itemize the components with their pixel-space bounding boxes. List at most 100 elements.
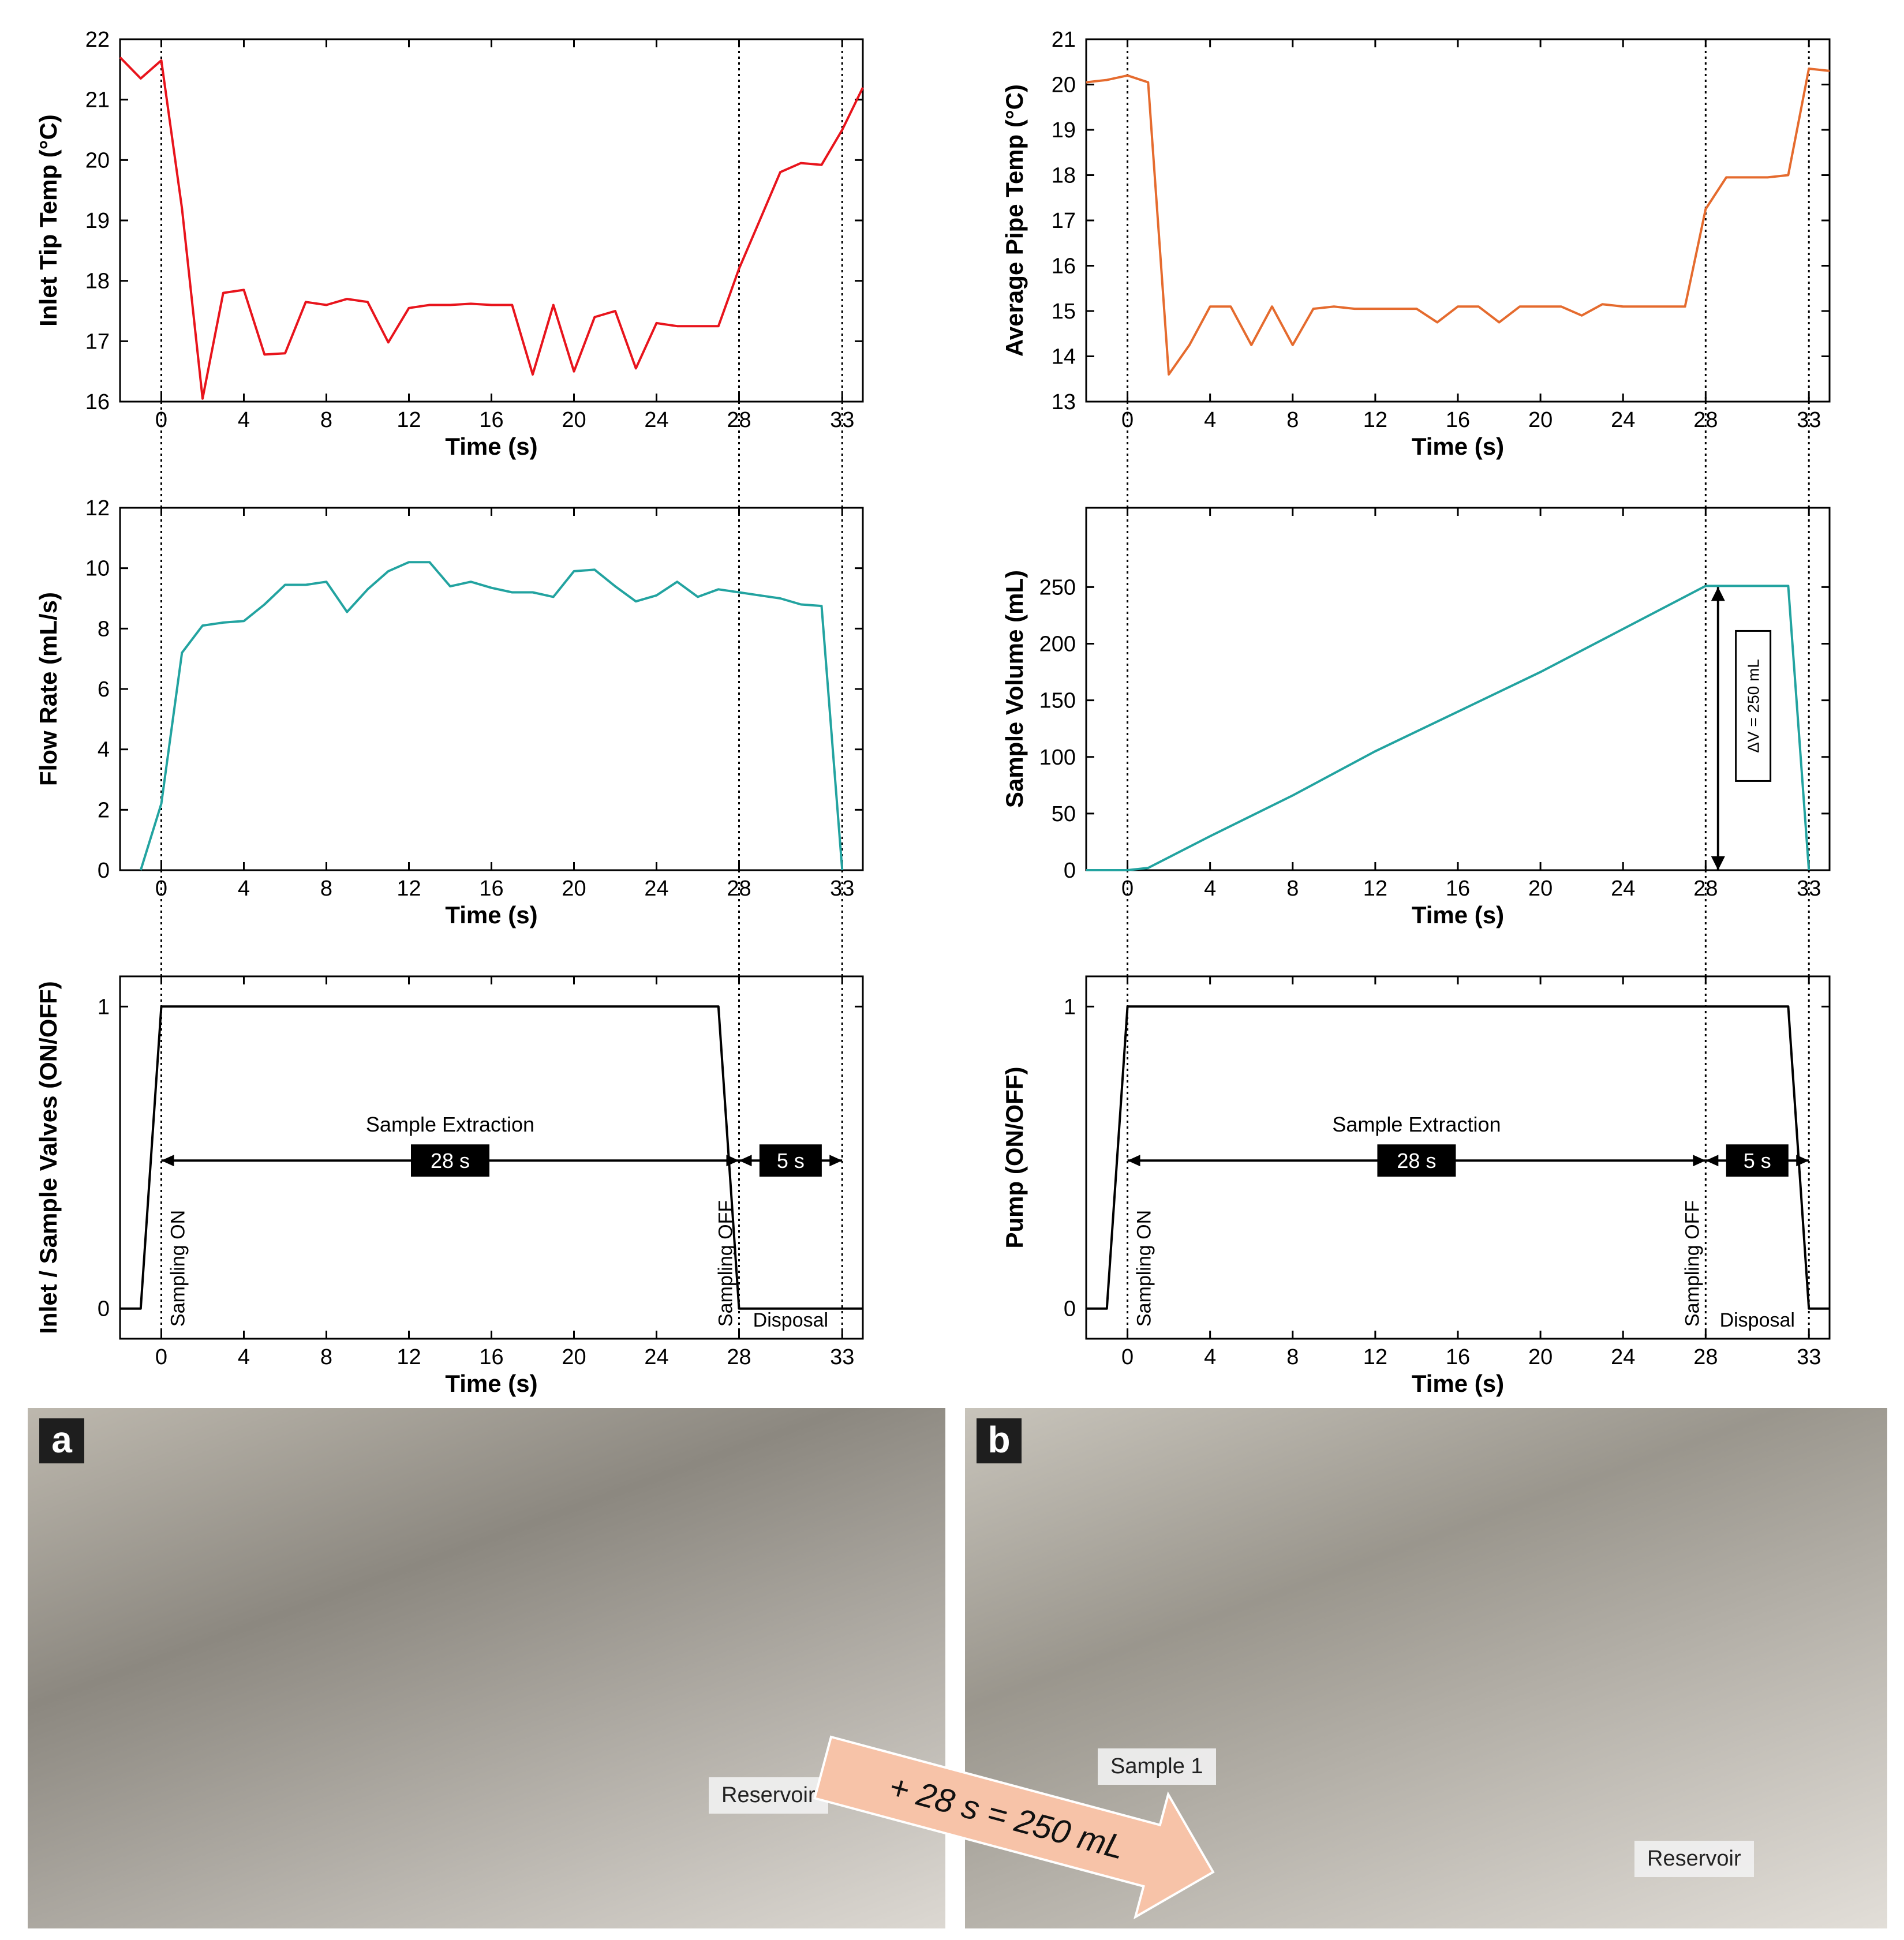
x-tick-label: 24 [1611,877,1635,901]
y-tick-label: 2 [98,798,110,822]
chart-flow-rate: 048121620242833024681012Time (s)Flow Rat… [35,496,864,976]
x-tick-label: 20 [1528,1345,1553,1369]
chart-inlet-tip-temp: 04812162024283316171819202122Time (s)Inl… [35,28,864,508]
y-tick-label: 200 [1039,632,1076,657]
y-axis-label: Average Pipe Temp (°C) [1001,84,1028,357]
extraction-arrowhead-right [726,1155,739,1167]
disposal-arrowhead-right [829,1155,843,1167]
y-tick-label: 17 [85,329,110,354]
arrow-shape [813,1735,1215,1920]
duration-box [411,1144,489,1177]
phase-label: Sample Extraction [366,1113,534,1136]
y-axis-label: Flow Rate (mL/s) [35,592,62,786]
y-tick-label: 14 [1052,345,1076,369]
x-tick-label: 4 [238,1345,250,1369]
x-tick-label: 12 [396,877,421,901]
sampling-off-label: Sampling OFF [1681,1200,1703,1327]
y-tick-label: 1 [98,995,110,1019]
disposal-arrowhead-right [1796,1155,1809,1167]
chart-average-pipe-temp: 048121620242833131415161718192021Time (s… [1001,28,1831,508]
series-line [119,57,864,400]
x-tick-label: 20 [562,408,586,432]
disposal-label: Disposal [753,1309,828,1331]
x-tick-label: 24 [1611,408,1635,432]
y-tick-label: 16 [85,390,110,414]
y-axis-label: Inlet Tip Temp (°C) [35,114,62,327]
y-tick-label: 1 [1064,995,1076,1019]
x-tick-label: 24 [644,877,668,901]
duration-box [1377,1144,1456,1177]
y-tick-label: 20 [1052,73,1076,98]
y-tick-label: 4 [98,738,110,762]
x-tick-label: 24 [1611,1345,1635,1369]
series-line [1086,68,1830,376]
series-line [1086,585,1811,871]
x-tick-label: 16 [1446,408,1470,432]
reservoir-label-a: Reservoir [709,1777,828,1814]
y-tick-label: 50 [1052,802,1076,826]
x-tick-label: 4 [1204,408,1216,432]
x-tick-label: 20 [562,877,586,901]
series-line [139,561,844,871]
panel-letter-b: b [977,1418,1022,1463]
y-tick-label: 0 [1064,859,1076,883]
x-tick-label: 28 [727,1345,751,1369]
y-tick-label: 17 [1052,209,1076,233]
x-tick-label: 16 [479,877,503,901]
x-tick-label: 8 [320,408,332,432]
x-axis-label: Time (s) [445,901,537,928]
chart-pump: 0 4 8 12 16 20 24 28 33 0 1 Time (s) Pump (ON/OFF) Sa… [1001,975,1831,1397]
disposal-duration-label: 5 s [1744,1149,1771,1173]
x-tick-label: 4 [1204,1345,1216,1369]
y-tick-label: 150 [1039,689,1076,713]
panel-letter-a: a [39,1418,84,1463]
x-tick-label: 24 [644,1345,668,1369]
disposal-duration-box [759,1144,822,1177]
x-tick-label: 8 [1286,877,1299,901]
x-tick-label: 0 [155,1345,167,1369]
y-tick-label: 18 [1052,164,1076,188]
x-tick-label: 12 [1363,408,1387,432]
extraction-arrowhead-left [161,1155,174,1167]
x-tick-label: 4 [238,408,250,432]
y-tick-label: 6 [98,677,110,702]
sampling-on-label: Sampling ON [167,1210,189,1327]
x-tick-label: 33 [830,1345,854,1369]
y-tick-label: 19 [1052,118,1076,143]
x-tick-label: 4 [1204,877,1216,901]
y-tick-label: 22 [85,28,110,52]
x-tick-label: 12 [1363,877,1387,901]
y-tick-label: 0 [98,859,110,883]
series-line [1086,1005,1830,1310]
disposal-arrowhead-left [739,1155,752,1167]
sampling-on-label: Sampling ON [1134,1210,1155,1327]
y-tick-label: 16 [1052,254,1076,279]
y-tick-label: 20 [85,148,110,173]
y-tick-label: 13 [1052,390,1076,414]
y-tick-label: 21 [85,88,110,113]
y-tick-label: 100 [1039,746,1076,770]
x-tick-label: 8 [1286,1345,1299,1369]
y-tick-label: 12 [85,496,110,520]
chart-inlet-sample-valves: 0 4 8 12 16 20 24 28 33 0 1 Time (s) Inlet / Sample … [35,975,864,1397]
y-tick-label: 18 [85,269,110,294]
y-axis-label: Inlet / Sample Valves (ON/OFF) [35,981,62,1334]
series-line [120,1005,863,1310]
extraction-arrowhead-right [1693,1155,1706,1167]
y-tick-label: 15 [1052,299,1076,324]
y-tick-label: 0 [1064,1297,1076,1321]
x-axis-label: Time (s) [1412,1370,1504,1397]
x-tick-label: 16 [479,1345,503,1369]
x-tick-label: 4 [238,877,250,901]
extraction-arrowhead-left [1127,1155,1140,1167]
x-tick-label: 12 [1363,1345,1387,1369]
x-tick-label: 12 [396,408,421,432]
delta-v-arrowhead-bottom [1711,856,1725,870]
disposal-duration-box [1726,1144,1789,1177]
delta-v-box [1735,630,1772,782]
y-tick-label: 0 [98,1297,110,1321]
duration-label: 28 s [1397,1149,1436,1173]
x-tick-label: 24 [644,408,668,432]
x-tick-label: 8 [320,1345,332,1369]
